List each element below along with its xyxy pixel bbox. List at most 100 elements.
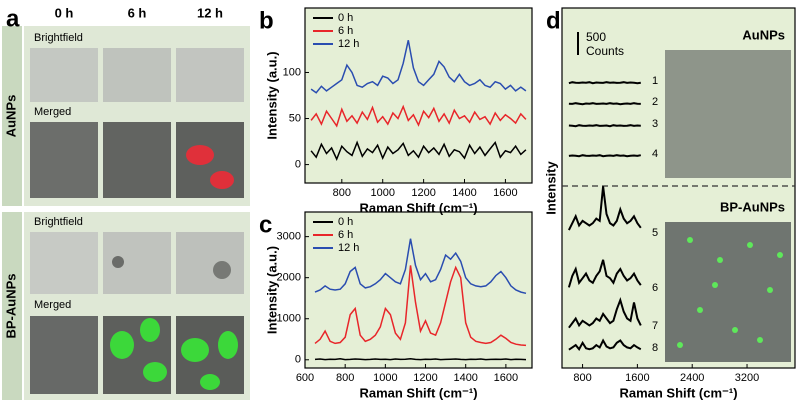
x-tick-label: 1000 (370, 187, 394, 199)
group-tab (2, 212, 22, 400)
image (30, 232, 98, 294)
y-tick-label: 1000 (277, 313, 301, 325)
x-tick-label: 1600 (493, 187, 517, 199)
image (176, 232, 244, 294)
panel-label: a (6, 5, 20, 32)
image (30, 122, 98, 198)
spectrum (568, 186, 642, 231)
particle (213, 261, 231, 279)
green-dot (717, 257, 723, 263)
spectrum (568, 124, 641, 128)
spectrum (568, 154, 642, 158)
green-dot (697, 307, 703, 313)
green-dots (677, 237, 783, 348)
spectrum-label: 3 (652, 118, 658, 130)
image (103, 122, 171, 198)
group-label: AuNPs (742, 27, 785, 42)
row-label: Merged (34, 106, 71, 118)
y-axis-label: Intensity (543, 161, 558, 215)
x-tick-label: 3200 (735, 372, 759, 384)
group-label: AuNPs (3, 95, 18, 138)
green-signal (181, 338, 209, 362)
particle (112, 256, 124, 268)
green-dot (777, 252, 783, 258)
spectrum-label: 6 (652, 282, 658, 294)
group-label: BP-AuNPs (3, 273, 18, 338)
x-tick-label: 800 (573, 372, 591, 384)
x-tick-label: 800 (336, 372, 354, 384)
green-dot (747, 242, 753, 248)
plot-area (305, 212, 532, 368)
green-signal (218, 331, 238, 359)
legend-label: 0 h (338, 216, 353, 228)
image (30, 48, 98, 102)
x-axis-label: Raman Shift (cm⁻¹) (359, 200, 477, 215)
spectrum-label: 2 (652, 96, 658, 108)
legend-label: 12 h (338, 38, 359, 50)
row-label: Brightfield (34, 216, 83, 228)
legend-label: 6 h (338, 25, 353, 37)
spectrum (568, 102, 641, 106)
series-line (314, 238, 527, 295)
image (30, 316, 98, 394)
x-tick-label: 1600 (625, 372, 649, 384)
image (176, 48, 244, 102)
micrographs (30, 48, 244, 394)
column-header: 12 h (197, 5, 223, 20)
spectrum-label: 7 (652, 320, 658, 332)
group-label: BP-AuNPs (720, 199, 785, 214)
spectrum (567, 259, 642, 288)
series-line (314, 358, 527, 361)
red-signal (186, 145, 214, 165)
scale-label: 500 Counts (586, 30, 625, 58)
x-tick-label: 1200 (413, 372, 437, 384)
y-tick-label: 50 (289, 112, 301, 124)
panel-label: c (259, 211, 272, 238)
spectrum (568, 338, 642, 351)
green-dot (757, 337, 763, 343)
legend-label: 0 h (338, 12, 353, 24)
green-signal (140, 318, 160, 342)
y-tick-label: 3000 (277, 231, 301, 243)
spectrum-label: 4 (652, 148, 658, 160)
x-axis-label: Raman Shift (cm⁻¹) (619, 385, 737, 400)
y-axis-label: Intensity (a.u.) (264, 246, 279, 334)
x-tick-label: 2400 (680, 372, 704, 384)
green-signal (200, 374, 220, 390)
series-line (314, 265, 527, 347)
spectrum (568, 81, 641, 85)
row-label: Merged (34, 299, 71, 311)
y-tick-label: 2000 (277, 272, 301, 284)
green-dot (732, 327, 738, 333)
panel-label: b (259, 7, 274, 34)
group-tab (2, 26, 22, 206)
spectrum (568, 296, 642, 329)
green-dot (767, 287, 773, 293)
spectrum-label: 1 (652, 75, 658, 87)
legend-label: 6 h (338, 229, 353, 241)
image (103, 48, 171, 102)
series-line (310, 40, 527, 94)
image (103, 316, 171, 394)
series-line (310, 104, 527, 128)
green-dot (712, 282, 718, 288)
y-tick-label: 0 (295, 354, 301, 366)
x-tick-label: 1600 (494, 372, 518, 384)
plot-frame (561, 7, 796, 369)
green-signal (143, 362, 167, 382)
spectrum-label: 5 (652, 227, 658, 239)
x-axis-label: Raman Shift (cm⁻¹) (359, 385, 477, 400)
green-dot (687, 237, 693, 243)
series-line (310, 140, 527, 162)
plot-area (305, 8, 532, 183)
green-dot (677, 342, 683, 348)
column-header: 6 h (128, 5, 147, 20)
plot-frame (304, 7, 533, 184)
x-tick-label: 1000 (373, 372, 397, 384)
x-tick-label: 800 (333, 187, 351, 199)
legend-label: 12 h (338, 242, 359, 254)
row-label: Brightfield (34, 32, 83, 44)
column-header: 0 h (55, 5, 74, 20)
